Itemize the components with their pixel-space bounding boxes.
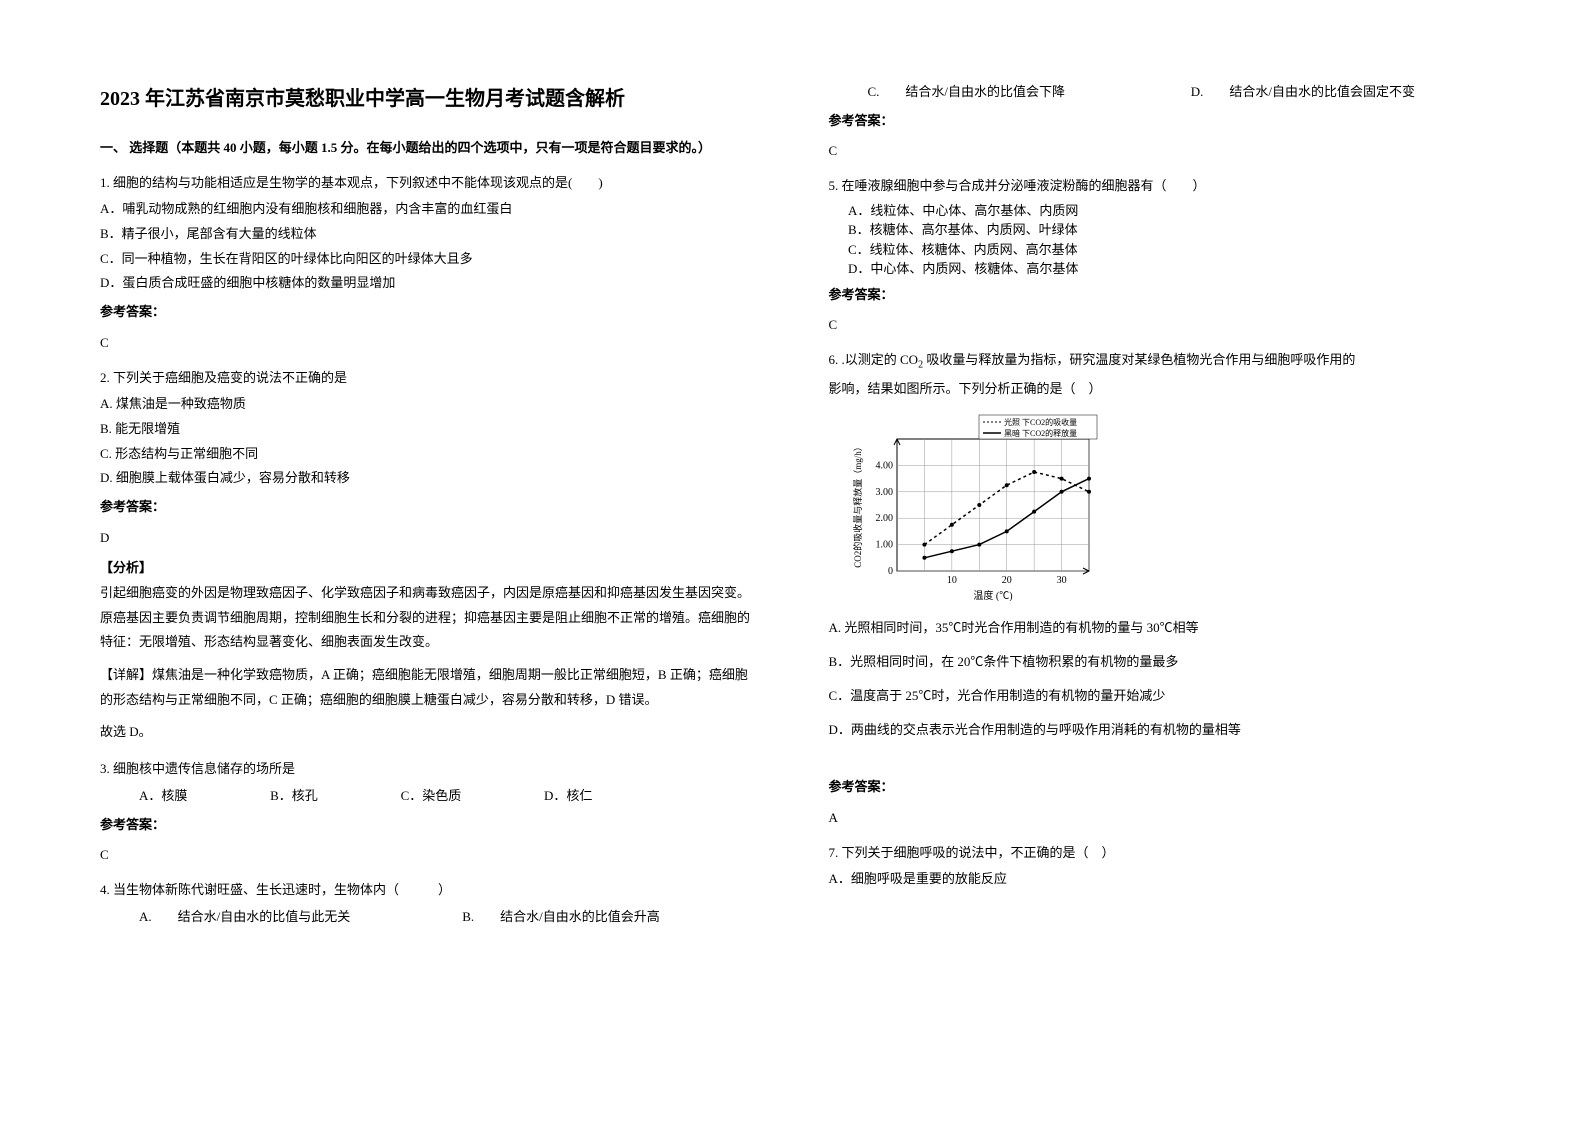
left-column: 2023 年江苏省南京市莫愁职业中学高一生物月考试题含解析 一、 选择题（本题共… — [100, 80, 759, 1042]
q6-option-d: D．两曲线的交点表示光合作用制造的与呼吸作用消耗的有机物的量相等 — [829, 713, 1488, 747]
q1-answer-label: 参考答案： — [100, 300, 759, 325]
q7-options: A．细胞呼吸是重要的放能反应 — [829, 867, 1488, 892]
q2-analysis-1: 引起细胞癌变的外因是物理致癌因子、化学致癌因子和病毒致癌因子，内因是原癌基因和抑… — [100, 581, 759, 655]
q2-option-a: A. 煤焦油是一种致癌物质 — [100, 392, 759, 417]
q1-stem: 1. 细胞的结构与功能相适应是生物学的基本观点，下列叙述中不能体现该观点的是( … — [100, 171, 759, 196]
q7-option-a: A．细胞呼吸是重要的放能反应 — [829, 867, 1488, 892]
q6-option-b: B．光照相同时间，在 20℃条件下植物积累的有机物的量最多 — [829, 645, 1488, 679]
svg-text:CO2的吸收量与释放量（mg/h）: CO2的吸收量与释放量（mg/h） — [852, 443, 863, 569]
svg-text:3.00: 3.00 — [875, 487, 893, 498]
q4-answer-label: 参考答案： — [829, 109, 1488, 134]
q1-option-a: A．哺乳动物成熟的红细胞内没有细胞核和细胞器，内含丰富的血红蛋白 — [100, 197, 759, 222]
q4-options-row1: A. 结合水/自由水的比值与此无关 B. 结合水/自由水的比值会升高 — [100, 905, 759, 930]
q3-answer: C — [100, 843, 759, 868]
document-title: 2023 年江苏省南京市莫愁职业中学高一生物月考试题含解析 — [100, 80, 759, 118]
q4-option-b: B. 结合水/自由水的比值会升高 — [443, 905, 660, 930]
svg-text:4.00: 4.00 — [875, 461, 893, 472]
q6-answer-label: 参考答案： — [829, 775, 1488, 800]
svg-text:0: 0 — [888, 566, 893, 577]
q2-analysis-label: 【分析】 — [100, 556, 759, 581]
question-1: 1. 细胞的结构与功能相适应是生物学的基本观点，下列叙述中不能体现该观点的是( … — [100, 171, 759, 362]
q3-option-d: D．核仁 — [524, 784, 592, 809]
question-6: 6. .以测定的 CO2 吸收量与释放量为指标，研究温度对某绿色植物光合作用与细… — [829, 348, 1488, 837]
q6-stem-line2: 影响，结果如图所示。下列分析正确的是（ ） — [829, 377, 1488, 402]
q1-option-d: D．蛋白质合成旺盛的细胞中核糖体的数量明显增加 — [100, 271, 759, 296]
q6-answer: A — [829, 806, 1488, 831]
svg-text:10: 10 — [946, 575, 956, 586]
q4-stem: 4. 当生物体新陈代谢旺盛、生长迅速时，生物体内（ ） — [100, 878, 759, 903]
q2-options: A. 煤焦油是一种致癌物质 B. 能无限增殖 C. 形态结构与正常细胞不同 D.… — [100, 392, 759, 491]
svg-text:2.00: 2.00 — [875, 514, 893, 525]
svg-text:黑暗 下CO2的释放量: 黑暗 下CO2的释放量 — [1004, 428, 1077, 438]
q1-answer: C — [100, 331, 759, 356]
q2-answer: D — [100, 526, 759, 551]
q6-options: A. 光照相同时间，35℃时光合作用制造的有机物的量与 30℃相等 B．光照相同… — [829, 611, 1488, 746]
q5-options: A．线粒体、中心体、高尔基体、内质网 B．核糖体、高尔基体、内质网、叶绿体 C．… — [829, 201, 1488, 279]
q4-option-c: C. 结合水/自由水的比值会下降 — [848, 80, 1128, 105]
question-3: 3. 细胞核中遗传信息储存的场所是 A．核膜 B．核孔 C．染色质 D．核仁 参… — [100, 757, 759, 874]
q6-stem: 6. .以测定的 CO2 吸收量与释放量为指标，研究温度对某绿色植物光合作用与细… — [829, 348, 1488, 375]
q6-stem-part2: 吸收量与释放量为指标，研究温度对某绿色植物光合作用与细胞呼吸作用的 — [923, 352, 1355, 367]
q4-option-a: A. 结合水/自由水的比值与此无关 — [120, 905, 400, 930]
question-7: 7. 下列关于细胞呼吸的说法中，不正确的是（ ） A．细胞呼吸是重要的放能反应 — [829, 841, 1488, 892]
q2-analysis-2: 【详解】煤焦油是一种化学致癌物质，A 正确；癌细胞能无限增殖，细胞周期一般比正常… — [100, 663, 759, 712]
svg-text:20: 20 — [1001, 575, 1011, 586]
q3-stem: 3. 细胞核中遗传信息储存的场所是 — [100, 757, 759, 782]
co2-chart: 0 1.00 2.00 3.00 4.00 10 20 30 温度 (℃) CO2的吸收量与释放量… — [849, 411, 1488, 601]
q4-answer: C — [829, 139, 1488, 164]
q5-option-d: D．中心体、内质网、核糖体、高尔基体 — [829, 259, 1488, 279]
q3-option-c: C．染色质 — [381, 784, 461, 809]
q5-answer-label: 参考答案： — [829, 283, 1488, 308]
q2-option-b: B. 能无限增殖 — [100, 417, 759, 442]
svg-text:光照 下CO2的吸收量: 光照 下CO2的吸收量 — [1004, 417, 1077, 427]
q2-option-c: C. 形态结构与正常细胞不同 — [100, 442, 759, 467]
q1-options: A．哺乳动物成熟的红细胞内没有细胞核和细胞器，内含丰富的血红蛋白 B．精子很小，… — [100, 197, 759, 296]
q5-answer: C — [829, 313, 1488, 338]
q3-option-a: A．核膜 — [120, 784, 188, 809]
q5-stem: 5. 在唾液腺细胞中参与合成并分泌唾液淀粉酶的细胞器有（ ） — [829, 174, 1488, 199]
q4-options-row2: C. 结合水/自由水的比值会下降 D. 结合水/自由水的比值会固定不变 — [829, 80, 1488, 105]
q1-option-c: C．同一种植物，生长在背阳区的叶绿体比向阳区的叶绿体大且多 — [100, 247, 759, 272]
q7-stem: 7. 下列关于细胞呼吸的说法中，不正确的是（ ） — [829, 841, 1488, 866]
q1-option-b: B．精子很小，尾部含有大量的线粒体 — [100, 222, 759, 247]
svg-text:温度 (℃): 温度 (℃) — [973, 589, 1012, 601]
q2-stem: 2. 下列关于癌细胞及癌变的说法不正确的是 — [100, 366, 759, 391]
q4-option-d: D. 结合水/自由水的比值会固定不变 — [1171, 80, 1415, 105]
q2-analysis-3: 故选 D。 — [100, 720, 759, 745]
q6-option-c: C．温度高于 25℃时，光合作用制造的有机物的量开始减少 — [829, 679, 1488, 713]
q5-option-c: C．线粒体、核糖体、内质网、高尔基体 — [829, 240, 1488, 260]
question-4-cont: C. 结合水/自由水的比值会下降 D. 结合水/自由水的比值会固定不变 参考答案… — [829, 80, 1488, 170]
q3-answer-label: 参考答案： — [100, 813, 759, 838]
svg-text:30: 30 — [1056, 575, 1066, 586]
q6-stem-part1: 6. .以测定的 CO — [829, 352, 919, 367]
question-5: 5. 在唾液腺细胞中参与合成并分泌唾液淀粉酶的细胞器有（ ） A．线粒体、中心体… — [829, 174, 1488, 344]
q3-options: A．核膜 B．核孔 C．染色质 D．核仁 — [100, 784, 759, 809]
chart-svg: 0 1.00 2.00 3.00 4.00 10 20 30 温度 (℃) CO2的吸收量与释放量… — [849, 411, 1099, 601]
q6-option-a: A. 光照相同时间，35℃时光合作用制造的有机物的量与 30℃相等 — [829, 611, 1488, 645]
question-2: 2. 下列关于癌细胞及癌变的说法不正确的是 A. 煤焦油是一种致癌物质 B. 能… — [100, 366, 759, 754]
svg-text:1.00: 1.00 — [875, 540, 893, 551]
right-column: C. 结合水/自由水的比值会下降 D. 结合水/自由水的比值会固定不变 参考答案… — [829, 80, 1488, 1042]
q2-answer-label: 参考答案： — [100, 495, 759, 520]
section-header: 一、 选择题（本题共 40 小题，每小题 1.5 分。在每小题给出的四个选项中，… — [100, 136, 759, 161]
q2-option-d: D. 细胞膜上载体蛋白减少，容易分散和转移 — [100, 466, 759, 491]
q5-option-b: B．核糖体、高尔基体、内质网、叶绿体 — [829, 220, 1488, 240]
q3-option-b: B．核孔 — [251, 784, 318, 809]
q5-option-a: A．线粒体、中心体、高尔基体、内质网 — [829, 201, 1488, 221]
question-4: 4. 当生物体新陈代谢旺盛、生长迅速时，生物体内（ ） A. 结合水/自由水的比… — [100, 878, 759, 929]
